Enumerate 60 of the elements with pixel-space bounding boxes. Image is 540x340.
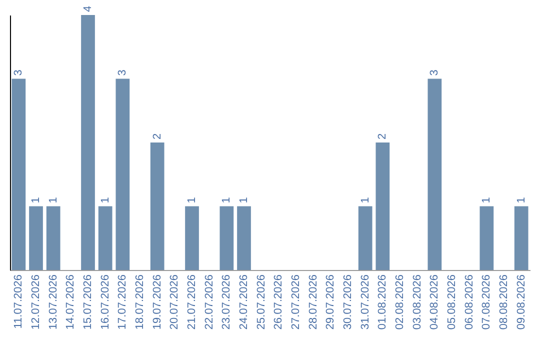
x-tick-label: 28.07.2026 xyxy=(307,274,320,330)
x-tick-label: 24.07.2026 xyxy=(238,274,250,330)
bar xyxy=(237,206,251,270)
x-tick-label: 31.07.2026 xyxy=(359,274,372,330)
data-label: 1 xyxy=(480,197,493,204)
bar xyxy=(185,206,199,270)
data-label: 2 xyxy=(376,133,389,140)
x-tick-label: 08.08.2026 xyxy=(498,274,510,330)
data-label: 4 xyxy=(82,6,94,12)
x-tick-label: 09.08.2026 xyxy=(515,274,528,330)
x-tick-label: 26.07.2026 xyxy=(272,274,285,330)
x-tick-label: 17.07.2026 xyxy=(116,274,129,330)
x-tick-label: 02.08.2026 xyxy=(394,274,406,330)
x-tick-label: 04.08.2026 xyxy=(428,274,441,330)
data-label: 1 xyxy=(186,197,198,204)
x-tick-label: 12.07.2026 xyxy=(30,274,42,330)
data-label: 3 xyxy=(116,70,129,76)
bar xyxy=(514,206,528,270)
x-tick-label: 13.07.2026 xyxy=(47,274,60,330)
x-tick-label: 07.08.2026 xyxy=(480,274,493,330)
x-tick-label: 29.07.2026 xyxy=(324,274,337,330)
x-tick-label: 30.07.2026 xyxy=(342,274,354,330)
x-tick-label: 15.07.2026 xyxy=(82,274,94,330)
bar xyxy=(116,78,130,270)
data-label: 1 xyxy=(238,197,250,204)
x-tick-label: 05.08.2026 xyxy=(446,274,458,330)
data-label: 1 xyxy=(30,197,42,204)
x-tick-label: 20.07.2026 xyxy=(168,274,181,330)
bar xyxy=(29,206,43,270)
x-tick-label: 21.07.2026 xyxy=(186,274,198,330)
bar xyxy=(81,15,95,270)
data-label: 1 xyxy=(359,197,372,204)
x-tick-label: 01.08.2026 xyxy=(376,274,389,330)
x-tick-label: 14.07.2026 xyxy=(64,274,77,330)
data-label: 1 xyxy=(220,197,233,204)
x-tick-label: 18.07.2026 xyxy=(134,274,146,330)
data-label: 2 xyxy=(151,133,164,140)
bar xyxy=(428,78,442,270)
x-tick-label: 03.08.2026 xyxy=(411,274,424,330)
x-tick-label: 11.07.2026 xyxy=(12,274,25,329)
bar xyxy=(376,142,390,270)
data-label: 1 xyxy=(47,197,60,204)
x-tick-label: 22.07.2026 xyxy=(203,274,216,330)
data-label: 1 xyxy=(515,197,528,204)
bar xyxy=(220,206,234,270)
bar xyxy=(12,78,26,270)
bar xyxy=(46,206,60,270)
data-label: 3 xyxy=(428,70,441,76)
x-tick-label: 16.07.2026 xyxy=(99,274,112,330)
x-tick-label: 25.07.2026 xyxy=(255,274,268,330)
data-label: 1 xyxy=(99,197,112,204)
x-tick-label: 27.07.2026 xyxy=(290,274,302,330)
x-tick-label: 19.07.2026 xyxy=(151,274,164,330)
bar xyxy=(150,142,164,270)
x-tick-label: 06.08.2026 xyxy=(463,274,476,330)
data-label: 3 xyxy=(12,70,25,76)
bar xyxy=(480,206,494,270)
bar xyxy=(98,206,112,270)
x-tick-label: 23.07.2026 xyxy=(220,274,233,330)
bar xyxy=(358,206,372,270)
